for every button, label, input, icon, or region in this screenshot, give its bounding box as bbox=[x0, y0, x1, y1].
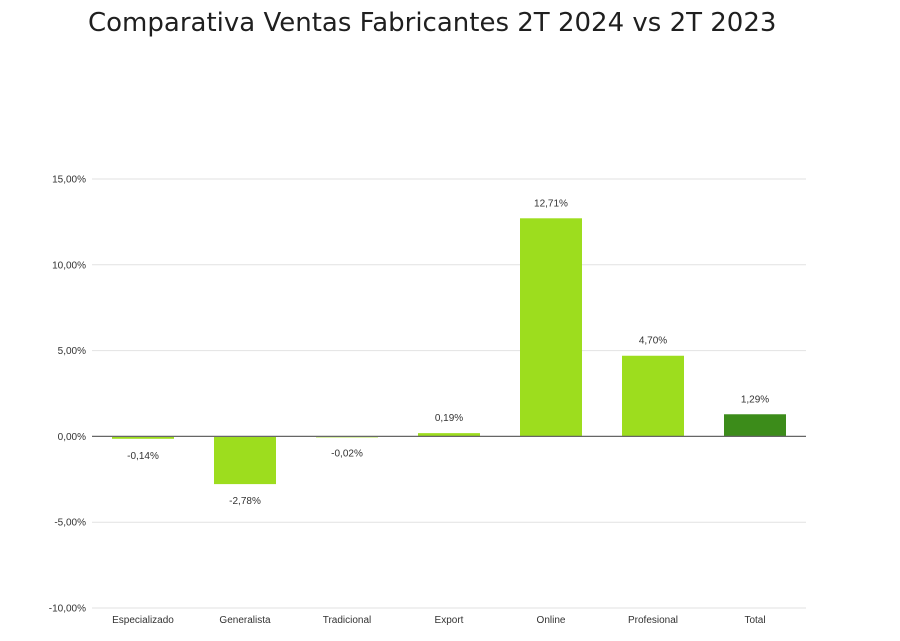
bar-total bbox=[724, 414, 786, 437]
x-category-label: Generalista bbox=[219, 615, 271, 626]
data-label: 0,19% bbox=[435, 413, 463, 424]
y-tick-label: -10,00% bbox=[49, 604, 86, 615]
bar-profesional bbox=[622, 355, 684, 437]
y-tick-label: -5,00% bbox=[54, 518, 86, 529]
chart-title: Comparativa Ventas Fabricantes 2T 2024 v… bbox=[88, 8, 777, 38]
y-tick-label: 15,00% bbox=[52, 175, 86, 186]
bar-online bbox=[520, 218, 582, 437]
data-label: -2,78% bbox=[229, 496, 261, 507]
y-axis-tick-labels: 15,00% 10,00% 5,00% 0,00% -5,00% -10,00% bbox=[49, 175, 86, 615]
x-category-label: Total bbox=[744, 615, 765, 626]
x-category-label: Online bbox=[537, 615, 566, 626]
y-tick-label: 0,00% bbox=[58, 432, 86, 443]
y-tick-label: 10,00% bbox=[52, 260, 86, 271]
bar-especializado bbox=[112, 436, 174, 439]
data-label: -0,02% bbox=[331, 449, 363, 460]
data-label: 4,70% bbox=[639, 336, 667, 347]
data-label: -0,14% bbox=[127, 451, 159, 462]
gridlines bbox=[92, 178, 806, 609]
bar-export bbox=[418, 433, 480, 437]
x-category-label: Profesional bbox=[628, 615, 678, 626]
x-category-label: Especializado bbox=[112, 615, 174, 626]
data-label: 1,29% bbox=[741, 394, 769, 405]
y-tick-label: 5,00% bbox=[58, 346, 86, 357]
x-category-label: Tradicional bbox=[323, 615, 372, 626]
data-label: 12,71% bbox=[534, 198, 568, 209]
x-category-label: Export bbox=[435, 615, 464, 626]
bar-generalista bbox=[214, 436, 276, 485]
data-labels: -0,14% -2,78% -0,02% 0,19% 12,71% 4,70% 1,29% bbox=[127, 198, 769, 507]
x-axis-category-labels: Especializado Generalista Tradicional Expor… bbox=[112, 615, 765, 626]
bars bbox=[112, 218, 786, 485]
